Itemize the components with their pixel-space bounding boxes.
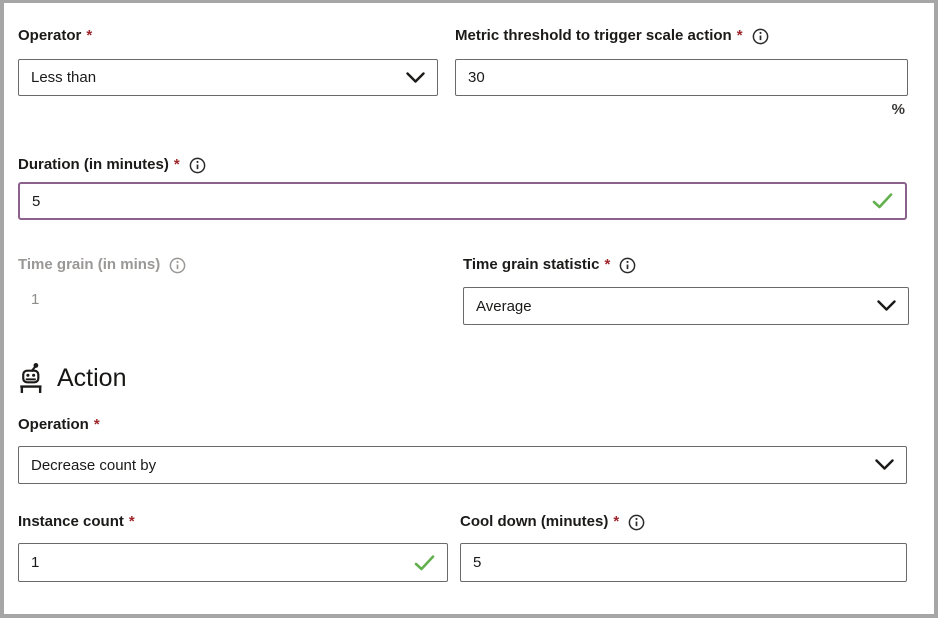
operation-dropdown[interactable]: Decrease count by xyxy=(18,446,907,484)
time-grain-label-text: Time grain (in mins) xyxy=(18,256,161,273)
required-asterisk: * xyxy=(173,156,180,173)
action-section-title: Action xyxy=(57,363,127,392)
operator-dropdown-value: Less than xyxy=(31,69,97,86)
time-grain-value: 1 xyxy=(31,291,40,308)
operation-dropdown-value: Decrease count by xyxy=(31,456,157,474)
operator-dropdown[interactable]: Less than xyxy=(18,59,438,96)
info-icon[interactable] xyxy=(169,257,186,274)
duration-label-text: Duration (in minutes) xyxy=(18,156,169,173)
robot-icon xyxy=(16,362,46,394)
operation-label-text: Operation xyxy=(18,416,89,433)
required-asterisk: * xyxy=(86,27,93,44)
chevron-down-icon xyxy=(877,300,896,312)
cool-down-field xyxy=(460,543,907,582)
valid-check-icon xyxy=(872,193,893,209)
operator-label: Operator * xyxy=(18,27,92,45)
cool-down-label-text: Cool down (minutes) xyxy=(460,513,609,530)
info-icon[interactable] xyxy=(619,257,636,274)
metric-threshold-field xyxy=(455,59,908,96)
time-grain-statistic-dropdown[interactable]: Average xyxy=(463,287,909,325)
time-grain-statistic-label: Time grain statistic * xyxy=(463,256,636,274)
duration-field xyxy=(18,182,907,220)
duration-input[interactable] xyxy=(32,192,864,210)
percent-unit-label: % xyxy=(891,101,905,118)
required-asterisk: * xyxy=(128,513,135,530)
chevron-down-icon xyxy=(406,71,425,84)
time-grain-statistic-value: Average xyxy=(476,297,532,315)
time-grain-label: Time grain (in mins) xyxy=(18,256,186,274)
duration-label: Duration (in minutes) * xyxy=(18,156,206,174)
chevron-down-icon xyxy=(875,459,894,471)
time-grain-statistic-label-text: Time grain statistic xyxy=(463,256,600,273)
instance-count-field xyxy=(18,543,448,582)
operator-label-text: Operator xyxy=(18,27,82,44)
info-icon[interactable] xyxy=(189,157,206,174)
action-section-header: Action xyxy=(16,362,126,394)
info-icon[interactable] xyxy=(628,514,645,531)
instance-count-input[interactable] xyxy=(31,554,406,571)
required-asterisk: * xyxy=(613,513,620,530)
cool-down-label: Cool down (minutes) * xyxy=(460,513,645,531)
metric-threshold-label: Metric threshold to trigger scale action… xyxy=(455,27,769,45)
cool-down-input[interactable] xyxy=(473,554,894,571)
required-asterisk: * xyxy=(604,256,611,273)
instance-count-label-text: Instance count xyxy=(18,513,124,530)
metric-threshold-label-text: Metric threshold to trigger scale action xyxy=(455,27,732,44)
metric-threshold-input[interactable] xyxy=(468,69,895,86)
required-asterisk: * xyxy=(93,416,100,433)
operation-label: Operation * xyxy=(18,416,100,434)
valid-check-icon xyxy=(414,554,435,571)
required-asterisk: * xyxy=(736,27,743,44)
info-icon[interactable] xyxy=(752,28,769,45)
instance-count-label: Instance count * xyxy=(18,513,135,531)
